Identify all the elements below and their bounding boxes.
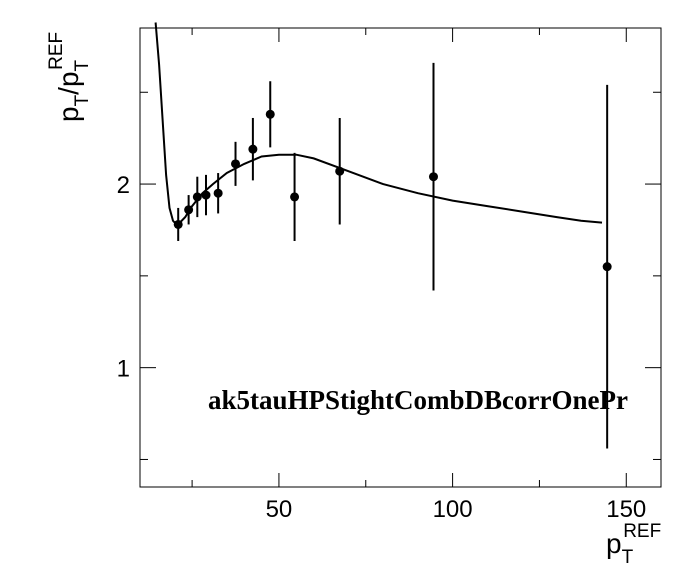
x-tick-label: 50	[266, 496, 293, 523]
data-point	[265, 81, 275, 148]
marker	[201, 190, 211, 200]
data-point	[428, 62, 438, 291]
data-point	[184, 195, 194, 225]
data-point	[602, 84, 612, 449]
axis-ticks: 50 100 150 1 2	[117, 28, 661, 523]
fit-curve	[154, 22, 603, 226]
x-axis-title: pTREF	[606, 521, 661, 568]
marker	[602, 262, 612, 272]
marker	[192, 192, 202, 202]
y-tick-label: 1	[117, 356, 130, 383]
data-point	[231, 141, 241, 186]
y-axis-title: pT/pTREF	[46, 32, 93, 122]
marker	[265, 109, 275, 119]
data-points	[173, 62, 612, 449]
fit-layer	[154, 22, 603, 226]
marker	[290, 192, 300, 202]
data-point	[192, 176, 202, 218]
marker	[184, 205, 194, 215]
x-tick-label: 150	[606, 496, 646, 523]
marker	[335, 166, 345, 176]
data-point	[335, 117, 345, 225]
data-point	[213, 173, 223, 214]
marker	[428, 172, 438, 182]
y-tick-label: 2	[117, 172, 130, 199]
data-point	[248, 117, 258, 181]
data-point	[173, 207, 183, 241]
marker	[173, 219, 183, 229]
marker	[231, 159, 241, 169]
marker	[248, 144, 258, 154]
data-point	[290, 152, 300, 241]
x-tick-label: 100	[433, 496, 473, 523]
data-point	[201, 174, 211, 216]
plot-frame	[139, 27, 662, 488]
marker	[213, 188, 223, 198]
chart-annotation: ak5tauHPStightCombDBcorrOnePr	[208, 385, 628, 415]
